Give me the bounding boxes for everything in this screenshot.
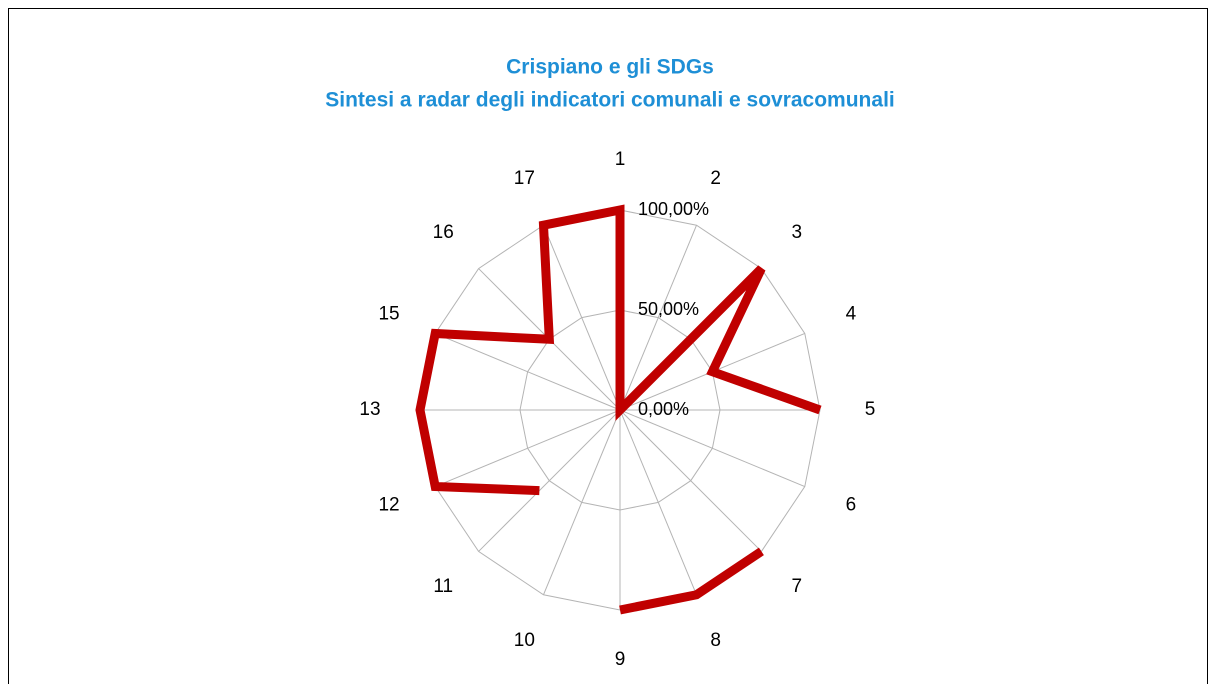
category-label: 15: [378, 303, 399, 324]
series-line: [415, 204, 822, 496]
category-label: 12: [378, 495, 399, 516]
spoke: [478, 409, 621, 552]
category-label: 6: [846, 495, 857, 516]
spoke: [543, 409, 621, 595]
category-label: 9: [615, 649, 626, 670]
spoke: [619, 409, 762, 552]
chart-title: Crispiano e gli SDGs: [506, 56, 714, 79]
spoke: [435, 409, 621, 487]
category-label: 4: [846, 303, 857, 324]
series-line: [619, 547, 764, 615]
category-label: 5: [865, 399, 876, 420]
spoke: [619, 409, 805, 487]
spoke: [543, 225, 621, 411]
category-label: 17: [514, 168, 535, 189]
category-label: 1: [615, 149, 626, 170]
spoke: [619, 225, 697, 411]
r-tick-label: 0,00%: [638, 399, 689, 419]
spoke: [435, 333, 621, 411]
category-label: 10: [514, 630, 535, 651]
category-label: 7: [791, 576, 802, 597]
category-label: 11: [433, 576, 453, 597]
category-label: 8: [710, 630, 721, 651]
chart-subtitle: Sintesi a radar degli indicatori comunal…: [325, 89, 895, 112]
r-tick-label: 50,00%: [638, 299, 699, 319]
category-label: 3: [791, 222, 802, 243]
category-label: 2: [710, 168, 721, 189]
r-tick-label: 100,00%: [638, 199, 709, 219]
category-label: 16: [433, 222, 454, 243]
chart-frame: [8, 8, 1208, 689]
category-label: 13: [359, 399, 380, 420]
spoke: [619, 409, 697, 595]
